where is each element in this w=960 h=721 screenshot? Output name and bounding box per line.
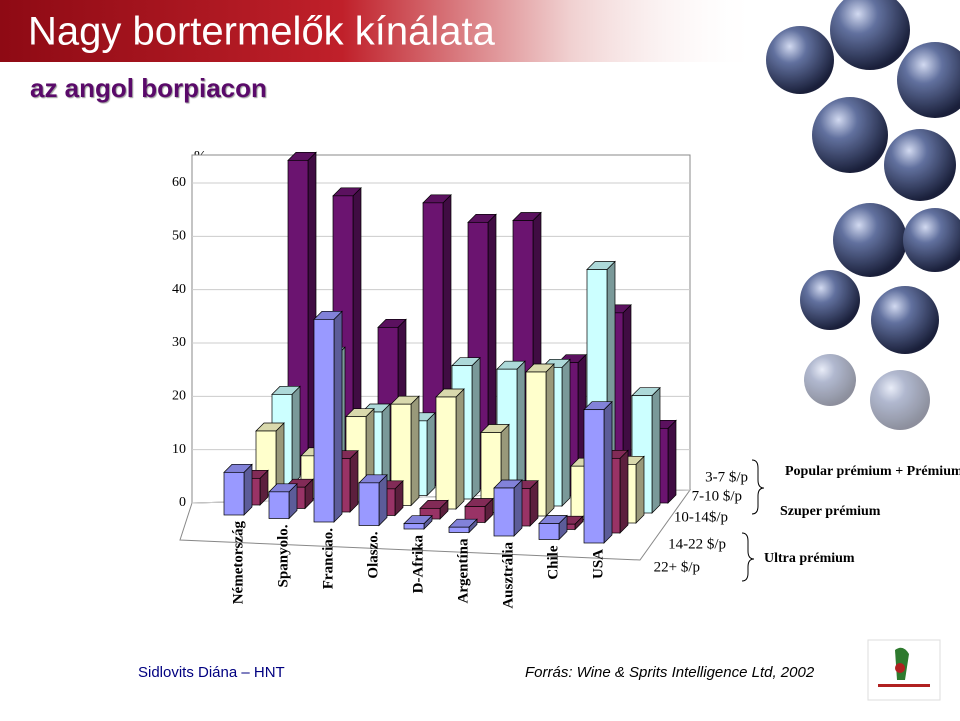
bar [435,388,465,510]
x-tick-label: Spanyolo. [275,524,291,587]
y-tick-label: 20 [172,389,186,404]
bar [525,363,555,517]
annotation: Ultra prémium [764,551,855,566]
x-tick-label: Argentína [455,538,471,603]
bar-front [583,409,605,544]
bar-side [291,385,301,486]
bar-front [403,523,425,530]
title: Nagy bortermelők kínálata [28,10,496,54]
x-tick-label: USA [590,549,606,579]
annotations: Popular prémium + Prémium Szuper prémium… [741,459,960,582]
series-label: 10-14$/p [674,509,728,525]
bar-side [619,449,629,534]
y-tick-label: 50 [172,229,186,244]
y-tick-label: 0 [179,495,186,510]
bar-side [545,363,555,517]
bar-side [243,463,253,516]
series-label: 22+ $/p [654,559,700,575]
bar-side [635,455,645,524]
bar [419,499,449,520]
bar-side [667,419,677,504]
bar [268,482,298,520]
bar [358,473,388,527]
bar-front [435,396,457,510]
x-tick-label: Chile [545,545,561,580]
y-tick-label: 60 [172,175,186,190]
bar [313,310,343,523]
bar [448,518,478,534]
x-tick-label: Franciao. [320,528,336,589]
bars [223,151,677,544]
x-tick-label: D-Afrika [410,535,426,594]
bar-side [603,400,613,544]
bar-side [513,479,523,537]
header-band [0,0,760,62]
labels: 0 10 20 30 40 50 60 Németország Spanyolo. Francia… [172,175,748,608]
bar-front [538,523,560,540]
bar-side [426,411,436,497]
bar-side [349,449,359,513]
bar-front [493,487,515,537]
bar [493,479,523,537]
bar [403,514,433,530]
subtitle: az angol borpiacon [30,73,267,103]
x-tick-label: Németország [230,521,246,605]
bar-side [378,473,388,527]
bar-side [471,356,481,500]
series-label: 14-22 $/p [668,536,726,552]
bar-front [448,526,470,533]
bar [464,497,494,524]
series-label: 3-7 $/p [705,469,748,485]
footer-source: Forrás: Wine & Sprits Intelligence Ltd, … [525,664,815,681]
bar-front [268,491,290,519]
x-tick-label: Ausztrália [500,542,516,609]
y-tick-label: 10 [172,442,186,457]
logo [867,639,941,701]
bar-side [410,395,420,507]
y-tick-label: 40 [172,282,186,297]
series-label: 7-10 $/p [692,488,742,504]
bar [255,422,285,496]
annotation: Szuper prémium [780,504,881,519]
annotation: Popular prémium + Prémium [785,464,960,479]
bar-front [223,471,245,516]
bar [223,463,253,516]
bar-front [358,482,380,526]
bar [390,395,420,507]
brace [751,459,765,515]
y-tick-label: 30 [172,335,186,350]
bar-side [455,388,465,510]
grapes [766,0,960,430]
bar [538,514,568,541]
footer-author: Sidlovits Diána – HNT [138,664,285,681]
x-tick-label: Olaszo. [365,531,381,578]
bar-side [561,358,571,507]
bar-side [333,310,343,523]
bar-front [313,318,335,523]
bar-side [651,386,661,514]
brace [741,532,755,582]
bar [583,400,613,544]
